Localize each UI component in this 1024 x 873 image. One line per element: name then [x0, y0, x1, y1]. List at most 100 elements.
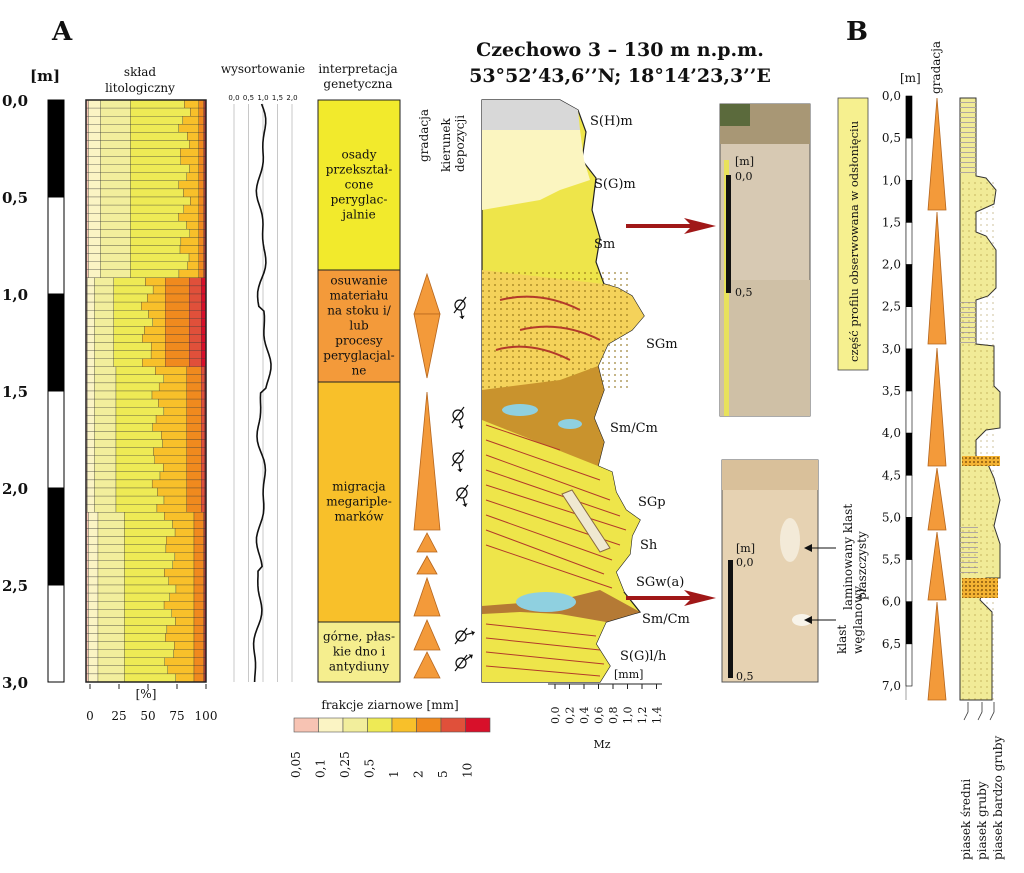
interpretation-text: peryglac-: [331, 193, 388, 207]
lithology-cell: [124, 528, 176, 537]
grading-label-b: gradacja: [929, 41, 943, 94]
lithology-cell: [187, 261, 199, 270]
sorting-tick: 0,0: [228, 94, 239, 102]
lithology-cell: [88, 221, 101, 230]
mz-label: Mz: [593, 738, 610, 751]
lithology-cell: [115, 398, 159, 408]
depth-tick-a: 0,0: [2, 92, 28, 110]
lithology-cell: [174, 552, 195, 561]
interpretation-title: interpretacja: [318, 62, 397, 76]
lithology-cell: [130, 180, 179, 190]
lithology-cell: [198, 172, 204, 181]
percent-tick: 100: [195, 709, 218, 723]
lithology-cell: [124, 609, 172, 618]
mz-tick: 0,0: [549, 707, 562, 725]
lithology-cell: [190, 107, 199, 117]
lithology-cell: [203, 601, 205, 610]
interpretation-text: przekształ-: [326, 163, 393, 177]
lithology-cell: [198, 116, 204, 125]
lithology-cell: [198, 253, 204, 262]
lithology-cell: [186, 374, 202, 384]
lithology-cell: [164, 512, 195, 521]
lithology-cell: [193, 649, 204, 658]
lithology-cell: [165, 326, 190, 335]
lithology-cell: [187, 132, 199, 141]
mz-tick: 1,4: [651, 707, 664, 725]
depth-tick-b: 5,5: [882, 553, 901, 567]
lithology-cell: [198, 261, 204, 270]
lithology-cell: [88, 609, 99, 618]
percent-tick: 50: [140, 709, 155, 723]
lithology-cell: [97, 576, 125, 586]
lithology-cell: [87, 495, 95, 505]
direction-symbol: [454, 654, 473, 672]
lithology-cell: [151, 479, 187, 489]
lithology-cell: [183, 188, 199, 198]
lithology-cell: [162, 439, 187, 448]
lithology-cell: [124, 512, 165, 521]
lithology-cell: [163, 407, 187, 416]
interpretation-subtitle: genetyczna: [323, 77, 392, 91]
depth-bar-segment-b: [905, 95, 913, 139]
lithology-cell: [151, 390, 187, 400]
lithology-cell: [201, 439, 205, 448]
depth-bar-segment-b: [905, 179, 913, 223]
lithology-cell: [100, 229, 131, 238]
depth-bar-segment-b: [905, 348, 913, 392]
lithology-cell: [186, 423, 202, 432]
lithology-cell: [203, 237, 205, 246]
lithology-cell: [97, 592, 125, 602]
lithology-cell: [88, 544, 99, 553]
lithology-cell: [124, 592, 170, 602]
lithology-cell: [88, 673, 99, 683]
lithology-cell: [198, 148, 204, 157]
legend-medium-sand: piasek średni: [959, 779, 973, 860]
lithology-cell: [88, 601, 99, 610]
lithology-cell: [203, 649, 205, 658]
lithology-cell: [174, 641, 195, 650]
lithology-cell: [88, 576, 99, 586]
lithology-cell: [124, 536, 167, 545]
grain-swatch: [416, 717, 442, 733]
lithology-cell: [203, 576, 205, 586]
depth-bar-segment: [47, 99, 65, 198]
lithology-log-b: [959, 97, 1001, 701]
lithology-cell: [88, 99, 101, 109]
depth-bar-segment-b: [905, 390, 913, 434]
legend-leader-lines: [963, 702, 995, 721]
lithology-cell: [193, 592, 204, 602]
lithology-cell: [87, 431, 95, 440]
lithology-cell: [201, 479, 205, 489]
lithology-cell: [201, 366, 205, 375]
lithology-cell: [130, 116, 184, 125]
depth-tick-b: 2,0: [882, 258, 901, 272]
lithology-cell: [201, 463, 205, 472]
lithology-frame: [85, 99, 207, 683]
lithology-cell: [189, 285, 202, 295]
lithology-cell: [201, 504, 205, 513]
interpretation-text: jalnie: [340, 208, 375, 222]
lithology-cell: [115, 439, 163, 448]
lithology-cell: [189, 350, 202, 359]
lithology-cell: [88, 237, 101, 246]
lithology-cell: [198, 237, 204, 246]
lithology-cell: [124, 649, 174, 658]
lithology-cell: [203, 213, 205, 222]
depth-bar-segment: [47, 196, 65, 295]
lithology-cell: [88, 253, 101, 262]
depth-tick-b: 6,5: [882, 637, 901, 651]
note-carbonate-clast-line2: węglanowy: [851, 586, 865, 654]
lithology-cell: [100, 221, 131, 230]
lithology-cell: [88, 156, 101, 165]
lithology-cell: [115, 390, 153, 400]
lithology-cell: [124, 560, 173, 569]
lithology-cell: [198, 245, 204, 254]
lithology-cell: [183, 204, 199, 214]
lithology-cell: [94, 310, 114, 319]
lithology-cell: [161, 431, 187, 440]
lithology-cell: [97, 641, 125, 650]
lithology-cell: [88, 116, 101, 125]
mz-tick: 0,6: [593, 707, 606, 725]
lithology-cell: [198, 188, 204, 198]
